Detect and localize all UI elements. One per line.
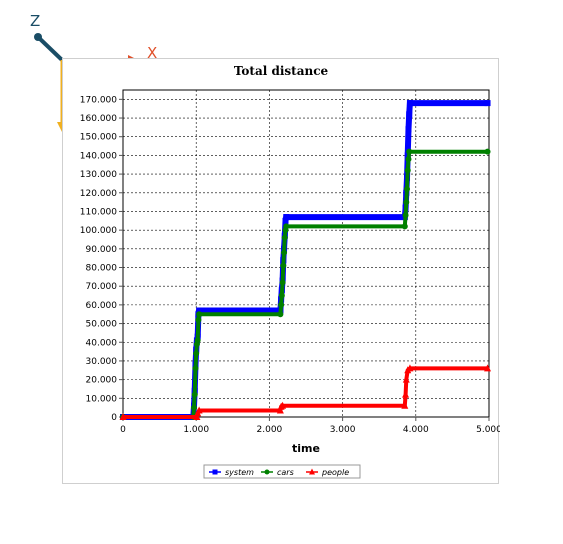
y-tick-label: 160.000 (80, 114, 117, 124)
data-point-cars (280, 262, 287, 269)
data-point-cars (404, 186, 411, 193)
y-tick-label: 10.000 (86, 394, 118, 404)
x-tick-label: 2.000 (257, 425, 283, 435)
x-tick-label: 4.000 (403, 425, 429, 435)
y-tick-label: 140.000 (80, 151, 117, 161)
data-point-system (283, 214, 290, 221)
y-tick-label: 50.000 (86, 320, 118, 330)
legend-marker-system (212, 469, 218, 475)
legend-item-cars: cars (261, 468, 294, 477)
x-tick-label: 0 (120, 425, 126, 435)
legend-item-system: system (209, 468, 254, 477)
data-point-people (406, 364, 414, 372)
data-point-people (279, 401, 287, 409)
x-tick-label: 3.000 (330, 425, 356, 435)
gizmo-z-endpoint (34, 33, 42, 41)
legend-box (203, 464, 361, 479)
data-point-cars (193, 350, 200, 357)
data-point-cars (406, 148, 413, 155)
y-tick-label: 70.000 (86, 282, 118, 292)
axis-ticks: 0 10.000 20.000 30.000 40.000 50.000 60.000 70.… (80, 95, 500, 435)
legend-label-system: system (225, 468, 254, 477)
legend: system cars people (203, 464, 361, 479)
y-tick-label: 170.000 (80, 95, 117, 105)
data-point-system (406, 111, 413, 118)
data-point-cars (281, 234, 288, 241)
gizmo-z-label: Z (30, 12, 40, 30)
data-point-cars (191, 391, 198, 398)
data-point-cars (195, 316, 202, 323)
series-layer (119, 100, 492, 420)
data-point-cars (279, 279, 286, 286)
data-point-people (195, 406, 203, 414)
data-point-cars (484, 148, 491, 155)
data-point-cars (404, 167, 411, 174)
data-point-people (276, 406, 284, 414)
data-point-cars (194, 337, 201, 344)
y-tick-label: 150.000 (80, 133, 117, 143)
plot-area (122, 89, 490, 418)
y-tick-label: 40.000 (86, 338, 118, 348)
y-tick-label: 120.000 (80, 189, 117, 199)
data-point-people (119, 413, 127, 420)
data-point-people (401, 401, 409, 409)
gizmo-z-axis (36, 35, 64, 62)
data-point-cars (191, 404, 198, 411)
gizmo-x-label: X (147, 44, 157, 62)
data-point-people (484, 364, 492, 372)
x-tick-label: 1.000 (183, 425, 209, 435)
data-point-cars (403, 199, 410, 206)
data-point-cars (401, 223, 408, 230)
data-point-cars (278, 301, 285, 308)
y-tick-label: 0 (111, 413, 117, 423)
legend-item-people: people (306, 468, 349, 477)
data-point-cars (192, 365, 199, 372)
legend-marker-cars (264, 469, 270, 475)
legend-label-cars: cars (277, 468, 294, 477)
data-point-people (402, 390, 410, 398)
y-tick-label: 100.000 (80, 226, 117, 236)
y-tick-label: 20.000 (86, 376, 118, 386)
data-point-people (402, 375, 410, 383)
data-point-system (484, 100, 491, 107)
legend-marker-people (309, 468, 315, 475)
y-tick-label: 80.000 (86, 264, 118, 274)
x-tick-label: 5.000 (476, 425, 500, 435)
data-point-people (193, 413, 201, 420)
y-tick-label: 30.000 (86, 357, 118, 367)
data-point-cars (196, 311, 203, 318)
data-point-cars (278, 292, 285, 299)
data-point-cars (283, 223, 290, 230)
chart-panel: Total distance 0 10.000 20.000 30.000 40.000… (62, 58, 500, 484)
legend-label-people: people (321, 468, 349, 477)
data-point-system (406, 100, 413, 107)
x-axis-title: time (292, 442, 320, 455)
data-point-cars (402, 212, 409, 219)
y-tick-label: 110.000 (80, 207, 117, 217)
data-point-cars (277, 311, 284, 318)
data-point-system (196, 307, 203, 314)
data-point-system (282, 217, 289, 224)
y-tick-label: 90.000 (86, 245, 118, 255)
chart: Total distance 0 10.000 20.000 30.000 40.000… (80, 64, 500, 479)
data-point-cars (405, 156, 412, 163)
chart-title: Total distance (234, 64, 329, 78)
data-point-cars (281, 249, 288, 256)
y-tick-label: 130.000 (80, 170, 117, 180)
data-point-system (405, 126, 412, 133)
series-people (119, 364, 492, 420)
y-tick-label: 60.000 (86, 301, 118, 311)
